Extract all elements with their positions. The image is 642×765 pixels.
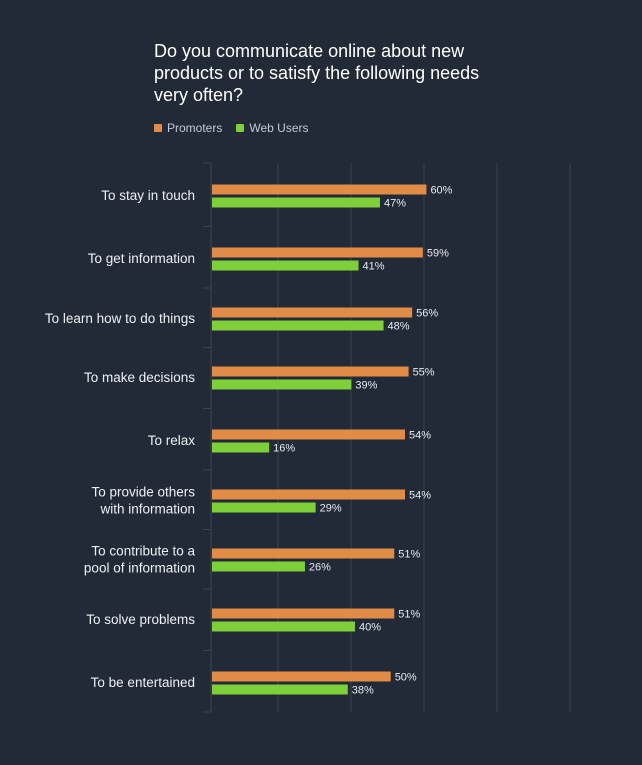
- bar-web-users: [212, 502, 316, 513]
- legend: Promoters Web Users: [154, 121, 309, 135]
- value-label-promoters: 51%: [398, 609, 420, 621]
- legend-swatch-promoters: [154, 124, 162, 132]
- bar-promoters: [212, 608, 395, 619]
- value-label-promoters: 54%: [409, 490, 431, 502]
- legend-item-web-users[interactable]: Web Users: [236, 121, 309, 135]
- category-label: To be entertained: [91, 675, 195, 690]
- bar-promoters: [212, 184, 427, 195]
- bar-web-users: [212, 320, 384, 331]
- value-label-promoters: 50%: [395, 672, 417, 684]
- bar-promoters: [212, 489, 405, 500]
- bar-promoters: [212, 307, 413, 318]
- category-label: To learn how to do things: [45, 311, 195, 326]
- value-label-promoters: 51%: [398, 549, 420, 561]
- bar-web-users: [212, 260, 359, 271]
- bar-web-users: [212, 684, 348, 695]
- legend-label-promoters: Promoters: [167, 121, 223, 135]
- value-label-promoters: 54%: [409, 430, 431, 442]
- value-label-web-users: 48%: [388, 321, 410, 333]
- value-label-web-users: 41%: [363, 261, 385, 273]
- bar-web-users: [212, 621, 355, 632]
- category-label: To contribute to a pool of information: [84, 544, 196, 576]
- legend-item-promoters[interactable]: Promoters: [154, 121, 222, 135]
- value-label-web-users: 39%: [355, 380, 377, 392]
- bar-promoters: [212, 247, 423, 258]
- category-label: To relax: [148, 433, 196, 448]
- category-label: To provide others with information: [91, 485, 195, 517]
- bar-web-users: [212, 197, 380, 208]
- bar-web-users: [212, 442, 270, 453]
- category-label: To get information: [88, 251, 195, 266]
- value-label-web-users: 47%: [384, 198, 406, 210]
- value-label-web-users: 29%: [320, 503, 342, 515]
- legend-label-web-users: Web Users: [249, 121, 309, 135]
- bar-promoters: [212, 366, 409, 377]
- value-label-promoters: 56%: [416, 308, 438, 320]
- legend-swatch-web-users: [236, 124, 245, 132]
- value-label-promoters: 55%: [413, 367, 435, 379]
- bar-promoters: [212, 429, 405, 440]
- bar-promoters: [212, 548, 395, 559]
- value-label-promoters: 60%: [430, 185, 452, 197]
- category-label: To stay in touch: [101, 188, 195, 203]
- value-label-web-users: 38%: [352, 685, 374, 697]
- bar-web-users: [212, 561, 305, 572]
- category-label: To make decisions: [84, 370, 195, 385]
- bar-promoters: [212, 671, 391, 682]
- value-label-promoters: 59%: [427, 248, 449, 260]
- chart-title: Do you communicate online about new prod…: [154, 41, 480, 105]
- value-label-web-users: 40%: [359, 622, 381, 634]
- value-label-web-users: 16%: [273, 443, 295, 455]
- value-label-web-users: 26%: [309, 562, 331, 574]
- bar-web-users: [212, 379, 352, 390]
- category-label: To solve problems: [86, 612, 195, 627]
